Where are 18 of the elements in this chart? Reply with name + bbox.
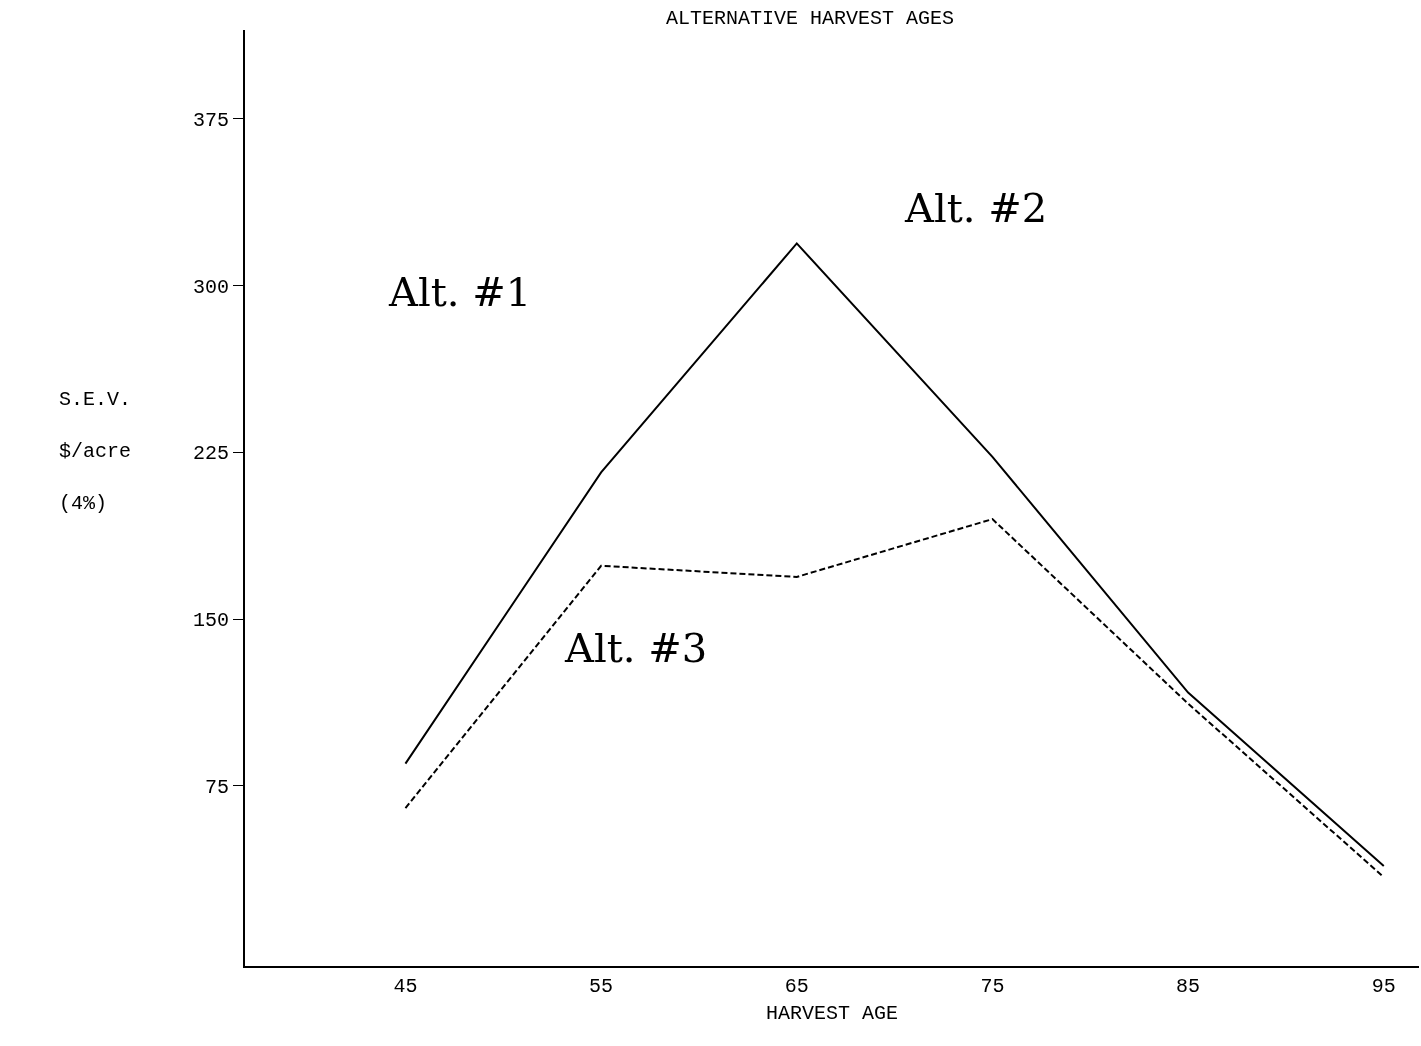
y-tick-label: 150 [192, 609, 229, 633]
annotation: Alt. #3 [564, 625, 708, 671]
y-tick-label: 225 [192, 442, 229, 466]
x-tick-label: 85 [1176, 975, 1201, 998]
x-tick-label: 45 [393, 975, 418, 998]
annotation: Alt. #2 [904, 185, 1048, 231]
x-tick-label: 55 [589, 975, 614, 998]
y-tick-label: 375 [192, 108, 229, 132]
y-tick-label: 75 [204, 775, 229, 799]
x-axis-title: HARVEST AGE [765, 1002, 899, 1025]
y-tick-label: 300 [192, 275, 229, 299]
x-tick-label: 95 [1371, 975, 1396, 998]
chart-title: ALTERNATIVE HARVEST AGES [665, 7, 954, 31]
annotation: Alt. #1 [388, 269, 532, 315]
line-series [404, 518, 1385, 879]
text: S.E.V. $/acre (4%) [59, 388, 132, 515]
x-tick-label: 65 [784, 975, 809, 998]
x-tick-label: 75 [980, 975, 1005, 998]
